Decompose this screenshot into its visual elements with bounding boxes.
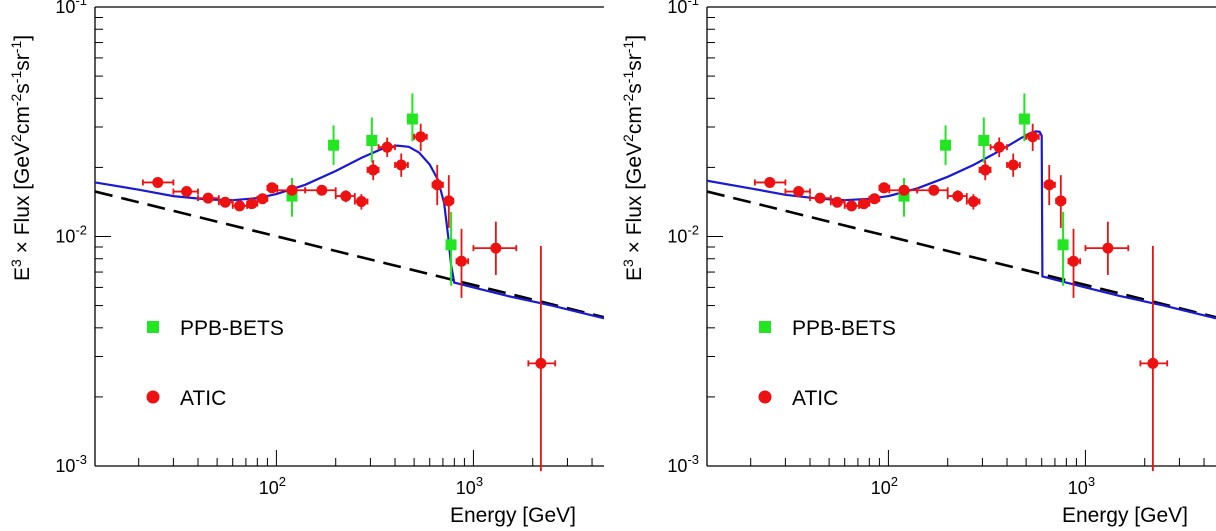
ppb-bets-point — [1057, 239, 1069, 251]
atic-point — [1007, 159, 1019, 171]
atic-point — [1147, 357, 1159, 369]
atic-point — [846, 200, 858, 212]
background-dashed-line — [707, 190, 1216, 319]
legend-marker-circle — [758, 390, 772, 404]
y-axis-title: E3 × Flux [GeV2cm-2s-1sr-1] — [620, 35, 646, 281]
y-tick-label: 10-3 — [55, 452, 87, 476]
atic-point — [219, 196, 231, 208]
ppb-bets-point — [286, 190, 298, 202]
atic-point — [257, 193, 269, 205]
atic-point — [1102, 242, 1114, 254]
curves — [707, 130, 1216, 320]
ppb-bets-point — [366, 134, 378, 146]
legend: PPB-BETS ATIC — [146, 317, 284, 410]
atic-point — [381, 141, 393, 153]
legend-marker-square — [759, 321, 771, 333]
ppb-bets-point — [1018, 113, 1030, 125]
atic-point — [1055, 195, 1067, 207]
chart-panel-right: 10-1 10-2 10-3 102 103 Energy [GeV] E3 × Flux … — [620, 0, 1216, 527]
atic-point — [443, 195, 455, 207]
atic-point — [316, 184, 328, 196]
atic-point — [793, 186, 805, 198]
ppb-bets-point — [898, 190, 910, 202]
y-tick-label: 10-2 — [55, 223, 87, 247]
atic-point — [286, 184, 298, 196]
atic-point — [355, 196, 367, 208]
atic-point — [858, 198, 870, 210]
atic-point — [764, 176, 776, 188]
atic-point — [1043, 179, 1055, 191]
x-tick-label: 102 — [259, 474, 286, 498]
ppb-bets-point — [940, 139, 952, 151]
ppb-bets-point — [406, 113, 418, 125]
x-tick-label: 103 — [456, 474, 483, 498]
atic-point — [898, 184, 910, 196]
atic-point — [1068, 255, 1080, 267]
atic-point — [952, 190, 964, 202]
atic-point — [340, 190, 352, 202]
atic-point — [993, 141, 1005, 153]
legend-label: PPB-BETS — [792, 317, 896, 340]
atic-point — [415, 131, 427, 143]
atic-point — [814, 192, 826, 204]
atic-point — [456, 255, 468, 267]
legend-marker-circle — [146, 390, 160, 404]
y-tick-label: 10-1 — [667, 0, 699, 17]
ppb-bets-point — [328, 139, 340, 151]
background-dashed-line — [95, 190, 604, 319]
atic-point — [869, 193, 881, 205]
curves — [95, 144, 604, 320]
atic-point — [979, 164, 991, 176]
atic-point — [878, 182, 890, 194]
atic-point — [395, 159, 407, 171]
y-axis-title: E3 × Flux [GeV2cm-2s-1sr-1] — [8, 35, 34, 281]
atic-point — [490, 242, 502, 254]
model-curve — [707, 130, 1216, 320]
chart-panel-left: 10-1 10-2 10-3 102 103 Energy [GeV] E3 × Flux … — [8, 0, 604, 527]
atic-point — [535, 357, 547, 369]
x-tick-label: 102 — [871, 474, 898, 498]
legend: PPB-BETS ATIC — [758, 317, 896, 410]
legend-label: ATIC — [792, 387, 838, 410]
legend-label: PPB-BETS — [180, 317, 284, 340]
x-tick-label: 103 — [1068, 474, 1095, 498]
atic-point — [431, 179, 443, 191]
y-tick-label: 10-3 — [667, 452, 699, 476]
atic-point — [234, 200, 246, 212]
atic-point — [152, 176, 164, 188]
x-axis-title: Energy [GeV] — [1062, 504, 1188, 527]
ppb-bets-point — [445, 239, 457, 251]
atic-point — [928, 184, 940, 196]
x-axis-title: Energy [GeV] — [450, 504, 576, 527]
atic-point — [246, 198, 258, 210]
y-tick-label: 10-2 — [667, 223, 699, 247]
model-curve — [95, 144, 604, 320]
atic-point — [181, 186, 193, 198]
atic-point — [367, 164, 379, 176]
atic-point — [831, 196, 843, 208]
atic-point — [266, 182, 278, 194]
legend-marker-square — [147, 321, 159, 333]
atic-point — [1027, 131, 1039, 143]
y-tick-label: 10-1 — [55, 0, 87, 17]
ppb-bets-point — [978, 134, 990, 146]
legend-label: ATIC — [180, 387, 226, 410]
atic-point — [967, 196, 979, 208]
atic-point — [202, 192, 214, 204]
